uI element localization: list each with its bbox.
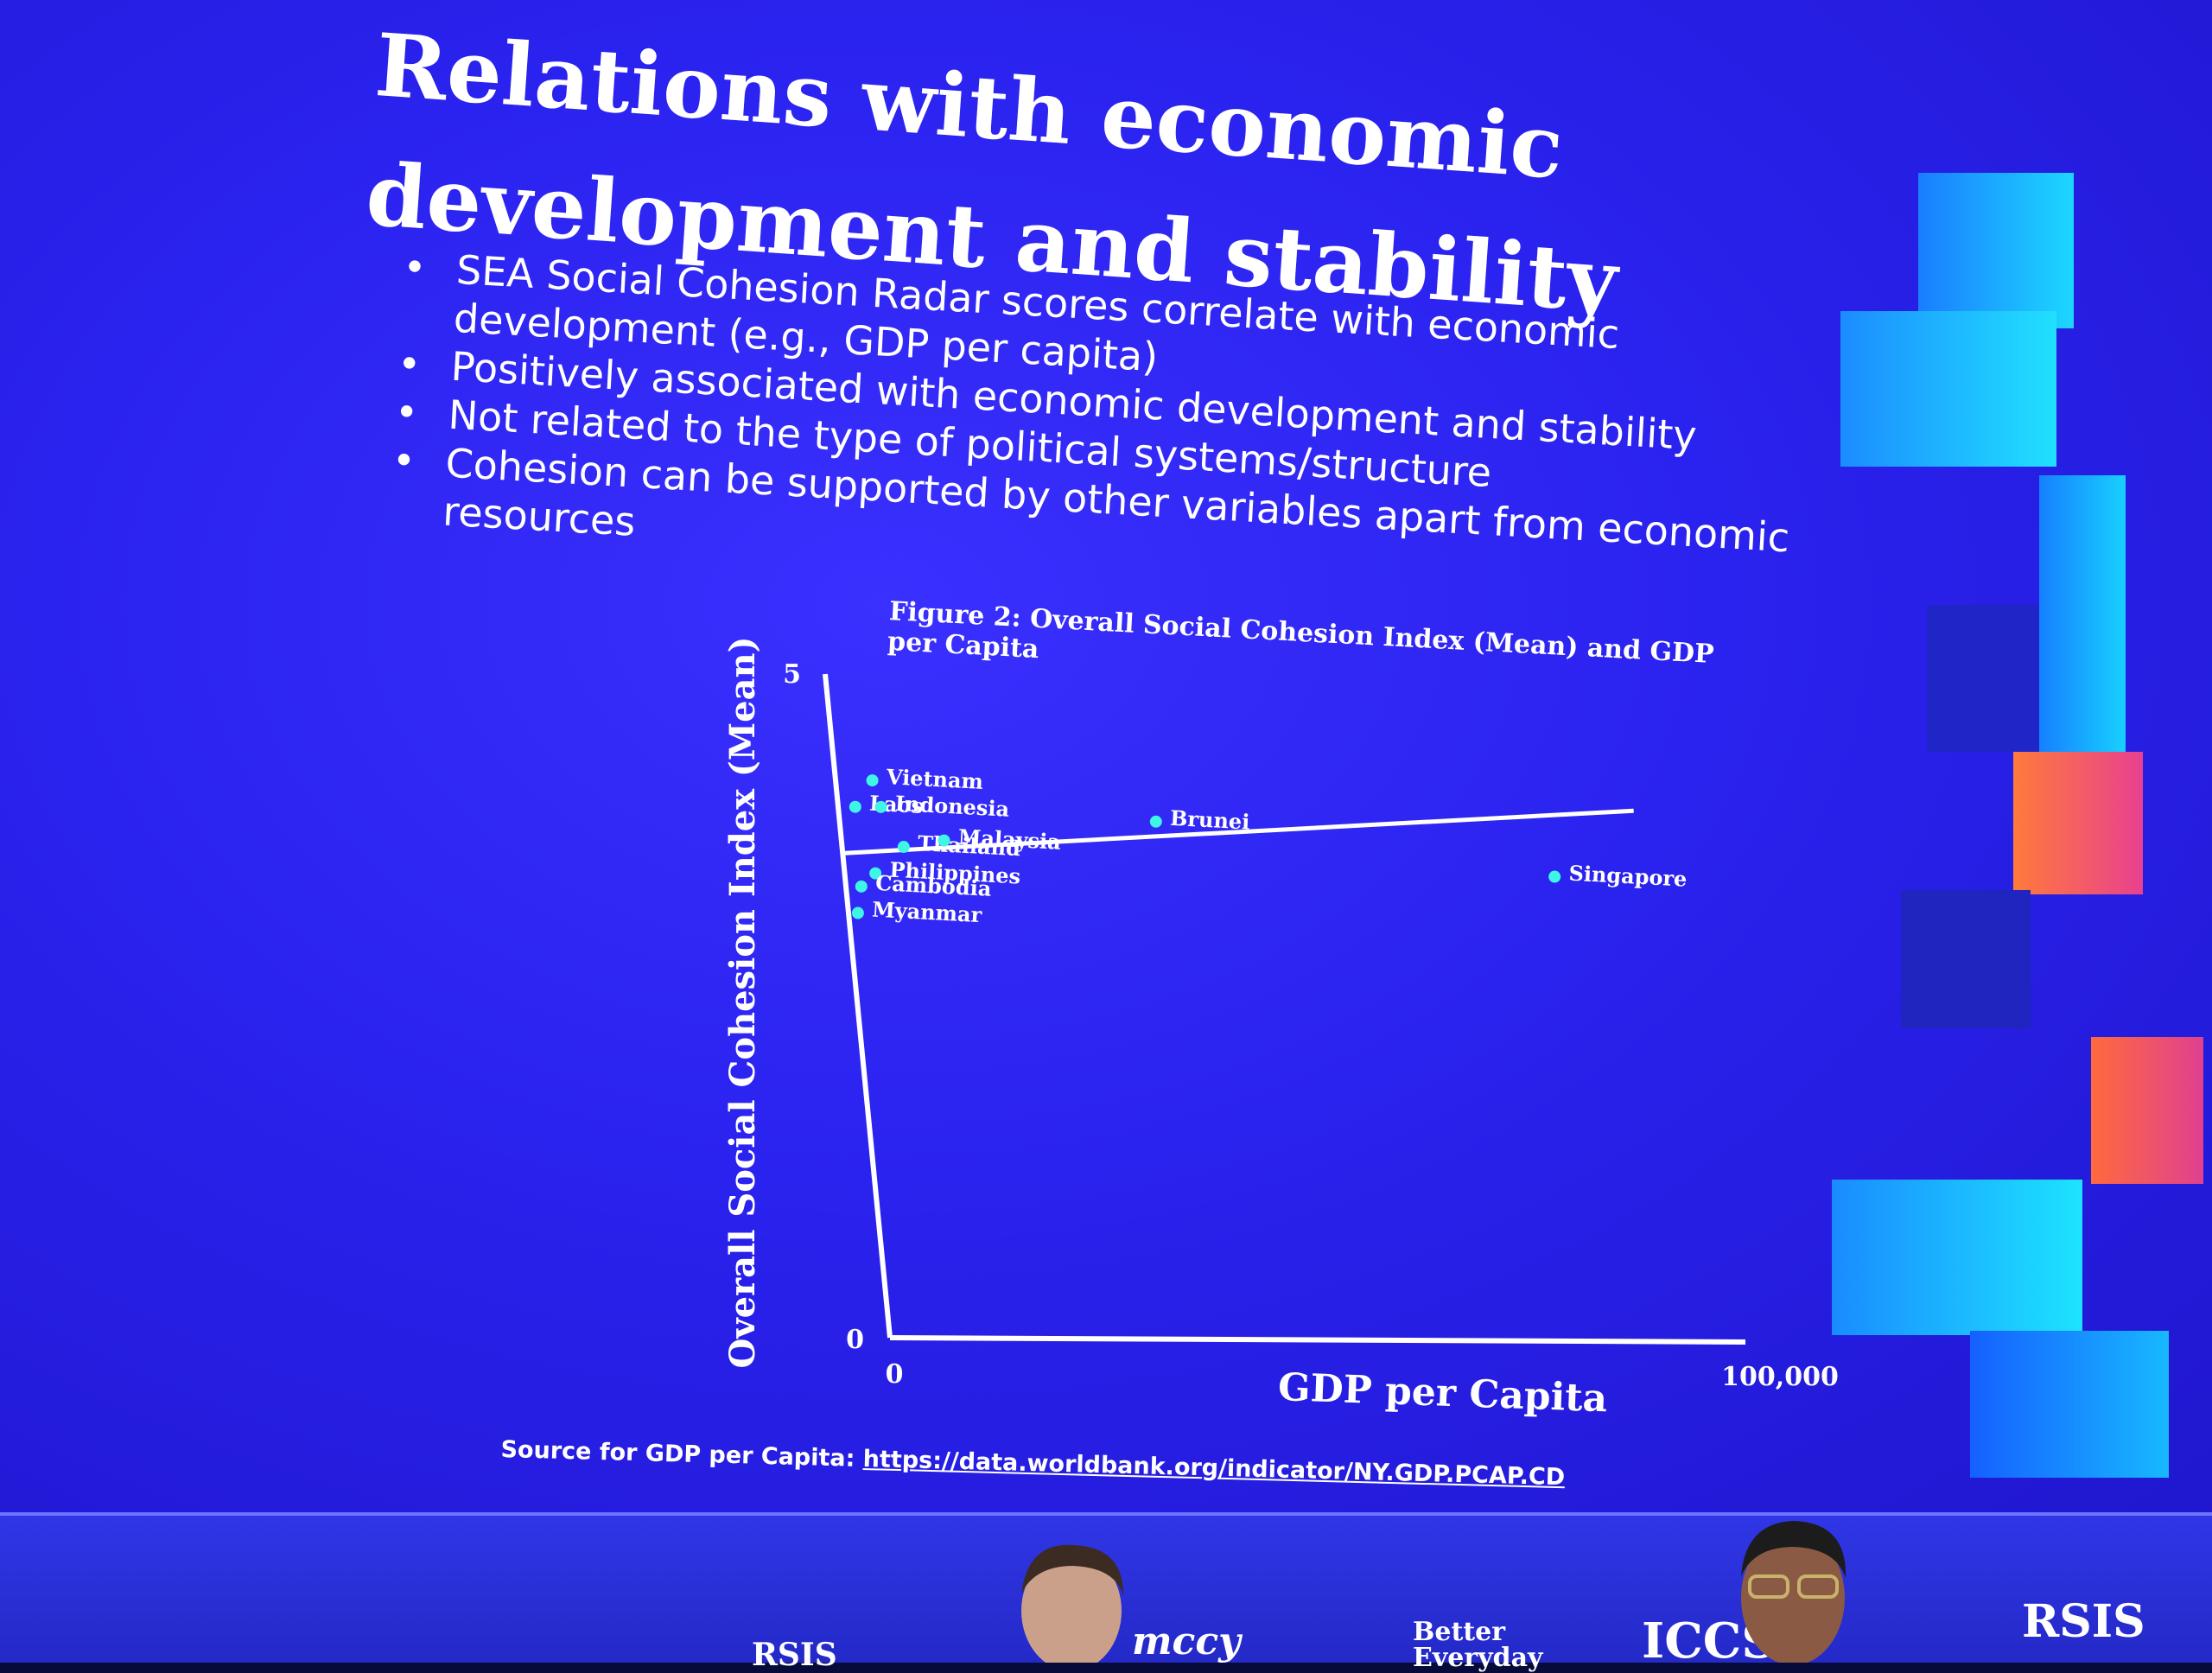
panelist-right [1741,1521,1847,1663]
y-tick-label: 5 [783,659,801,690]
point-label: Thailand [917,830,1020,861]
data-point [849,800,861,813]
data-point [869,867,882,880]
data-point [938,834,950,847]
point-label: Myanmar [872,897,983,928]
deco-block-cyan-4 [1832,1180,2082,1335]
data-point [874,800,887,813]
y-axis-line [823,673,893,1339]
data-point [855,880,868,893]
trend-line [842,808,1634,856]
stage-logo: RSIS [752,1637,837,1673]
scatter-chart: VietnamLaosIndonesiaThailandMalaysiaBrun… [783,659,1839,1392]
deco-block-orange-2 [2091,1037,2203,1184]
data-point [1149,815,1162,828]
y-tick-label: 0 [846,1325,864,1355]
deco-block-dark-2 [1901,890,2031,1028]
data-point [897,841,910,854]
point-label: Malaysia [957,824,1061,855]
panelist-left [1021,1544,1123,1663]
data-point [851,906,864,919]
deco-block-cyan-3 [2039,475,2126,752]
deco-block-cyan-5 [1970,1331,2169,1478]
stage-logo: mccy [1132,1619,1241,1663]
tick-labels: 0 100,000 0 5 [783,659,1839,1392]
presentation-slide: Relations with economic development and … [0,0,2212,1512]
x-tick-label: 100,000 [1721,1362,1839,1392]
point-label: Singapore [1568,861,1688,892]
stage-logo: Better Everyday [1413,1617,1543,1673]
deco-block-orange-1 [2013,752,2143,894]
point-label: Vietnam [885,764,983,794]
x-axis-line [889,1335,1746,1345]
point-label: Indonesia [894,791,1010,822]
x-tick-label: 0 [886,1359,904,1390]
chart-axes [823,673,1746,1345]
deco-block-cyan-1 [1918,173,2074,328]
deco-block-dark-1 [1927,605,2039,752]
data-point [866,774,879,787]
deco-block-cyan-2 [1840,311,2056,467]
stage-logo: RSIS [2022,1595,2145,1648]
point-label: Cambodia [875,870,993,901]
point-label: Brunei [1169,805,1250,835]
data-points: VietnamLaosIndonesiaThailandMalaysiaBrun… [849,764,1688,927]
data-point [1548,870,1561,883]
stage-desk: RSIS mccy Better Everyday ICCS RSIS [0,1512,2212,1673]
trend-line-group [842,808,1634,856]
y-axis-label: Overall Social Cohesion Index (Mean) [722,636,763,1369]
